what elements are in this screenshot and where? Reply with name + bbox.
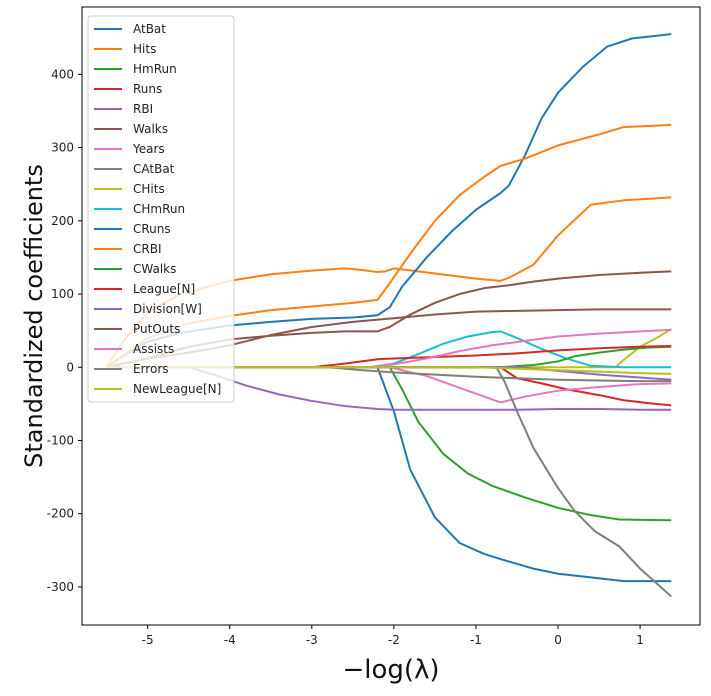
series-line-chmrun	[106, 330, 672, 369]
x-tick-label: -5	[142, 633, 154, 647]
legend-label: RBI	[133, 102, 153, 116]
legend-label: CRuns	[133, 222, 171, 236]
legend-label: AtBat	[133, 22, 166, 36]
legend-label: Walks	[133, 122, 168, 136]
x-tick-label: -1	[470, 633, 482, 647]
legend-label: HmRun	[133, 62, 177, 76]
series-line-newleague-n	[106, 366, 672, 375]
x-axis: -5 -4 -3 -2 -1 0 1	[142, 625, 644, 647]
legend-label: Years	[132, 142, 165, 156]
y-tick-label: 100	[51, 287, 74, 301]
y-tick-label: -200	[47, 507, 74, 521]
y-tick-label: -100	[47, 433, 74, 447]
legend-label: CHmRun	[133, 202, 185, 216]
y-tick-label: 300	[51, 141, 74, 155]
plot-area-frame	[81, 6, 701, 626]
y-tick-label: 200	[51, 214, 74, 228]
x-tick-label: 1	[636, 633, 644, 647]
legend-label: PutOuts	[133, 322, 180, 336]
legend-label: NewLeague[N]	[133, 382, 221, 396]
legend-label: Division[W]	[133, 302, 202, 316]
series-line-assists	[106, 328, 672, 369]
series-line-errors	[106, 366, 672, 383]
series-line-hmrun	[106, 366, 672, 522]
legend-label: Runs	[133, 82, 162, 96]
x-tick-label: -4	[224, 633, 236, 647]
series-line-atbat	[106, 366, 672, 583]
legend-label: CHits	[133, 182, 165, 196]
y-tick-label: -300	[47, 580, 74, 594]
x-tick-label: 0	[554, 633, 562, 647]
series-line-league-n	[106, 345, 672, 369]
legend-label: CWalks	[133, 262, 176, 276]
legend-box	[87, 15, 235, 403]
x-tick-label: -2	[388, 633, 400, 647]
legend-label: Errors	[133, 362, 169, 376]
series-line-chits	[106, 328, 672, 369]
y-axis-title: Standardized coefficients	[20, 164, 48, 468]
legend: AtBat Hits HmRun Runs RBI Walks Years CAtBat CHi…	[87, 15, 235, 403]
legend-label: Hits	[133, 42, 156, 56]
legend-label: CRBI	[133, 242, 162, 256]
legend-label: League[N]	[133, 282, 195, 296]
x-tick-label: -3	[306, 633, 318, 647]
x-axis-title: −log(λ)	[342, 655, 439, 685]
legend-label: Assists	[133, 342, 174, 356]
y-tick-label: 0	[66, 360, 74, 374]
legend-label: CAtBat	[133, 162, 175, 176]
y-tick-label: 400	[51, 67, 74, 81]
y-axis: -300 -200 -100 0 100 200 300 400	[47, 67, 82, 594]
